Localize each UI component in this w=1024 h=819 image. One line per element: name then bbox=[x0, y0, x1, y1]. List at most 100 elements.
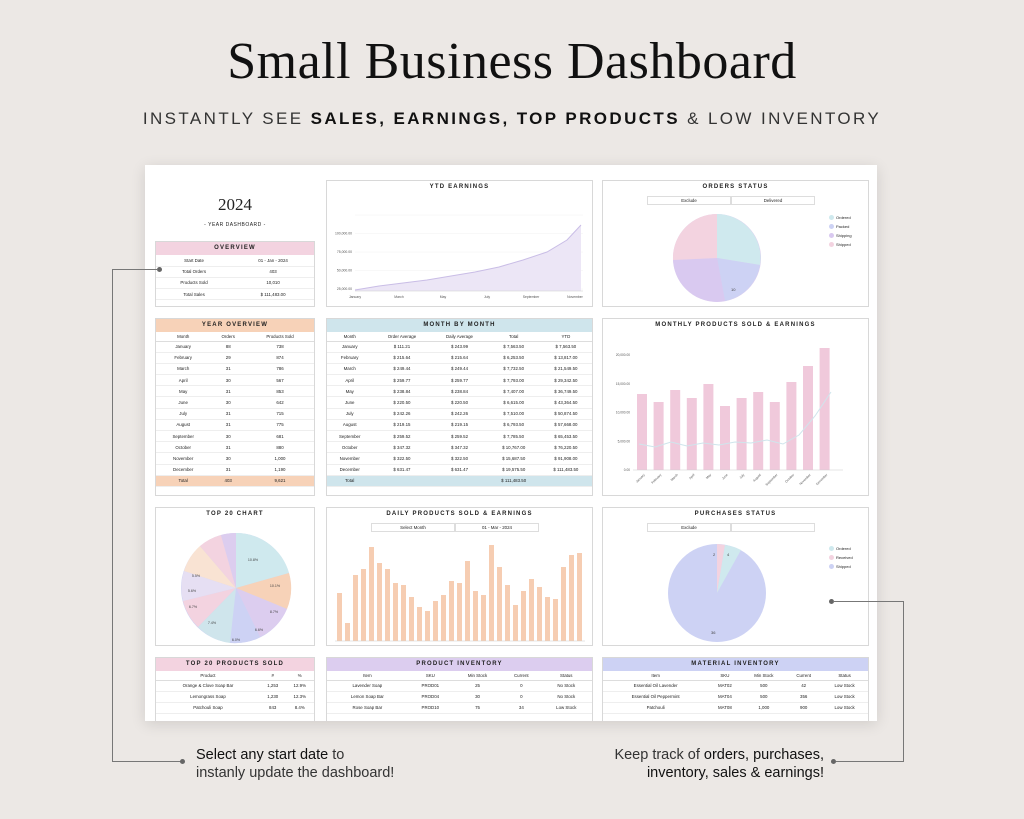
tick-label: March bbox=[670, 473, 679, 482]
table-cell: $ 259.52 bbox=[372, 430, 432, 443]
daily-bar bbox=[345, 623, 350, 641]
callout-dot-left bbox=[157, 267, 162, 272]
table-cell: $ 13,817.00 bbox=[539, 352, 592, 364]
overview-row: Total Sales $ 111,483.00 bbox=[156, 288, 314, 301]
table-cell: $ 50,874.50 bbox=[539, 408, 592, 420]
legend-item: Shipped bbox=[829, 240, 852, 249]
daily-bar bbox=[553, 599, 558, 641]
monthly-bar bbox=[819, 348, 830, 470]
daily-bar bbox=[353, 575, 358, 641]
table-cell: $ 7,793.00 bbox=[487, 374, 540, 387]
table-row: Essential Oil Lavender MAT02 500 42 Low Stoc… bbox=[603, 680, 868, 692]
note-left-line2: instanly update the dashboard! bbox=[196, 765, 395, 781]
legend-label: Ordered bbox=[836, 546, 851, 551]
daily-bar bbox=[401, 585, 406, 641]
tick-label: April bbox=[688, 473, 696, 481]
table-cell: MAT02 bbox=[708, 680, 742, 692]
table-cell: 0 bbox=[502, 691, 541, 703]
table-row: April $ 259.77 $ 259.77 $ 7,793.00 $ 29,342.… bbox=[327, 374, 592, 387]
table-cell: $ 631.47 bbox=[431, 464, 488, 476]
table-cell: $ 91,908.00 bbox=[539, 452, 592, 465]
table-cell: $ 7,407.00 bbox=[487, 385, 540, 398]
year-overview-table: Month Orders Products Sold January 88 738 Feb… bbox=[156, 332, 314, 487]
table-cell: 900 bbox=[786, 702, 822, 715]
orders-exclude-select[interactable]: Delivered bbox=[731, 196, 815, 205]
tick-label: 20,000.00 bbox=[616, 353, 630, 357]
table-cell: 738 bbox=[246, 341, 314, 353]
table-cell: 31 bbox=[210, 464, 247, 476]
table-cell: 30 bbox=[210, 396, 247, 409]
total-row: Total 403 9,621 bbox=[156, 475, 314, 487]
table-cell: Rose Soap Bar bbox=[327, 702, 408, 715]
daily-bar bbox=[569, 555, 574, 641]
table-cell: February bbox=[327, 352, 373, 364]
tick-label: November bbox=[567, 295, 584, 299]
table-cell: $ 243.99 bbox=[431, 341, 488, 353]
table-cell: PROD01 bbox=[407, 680, 453, 692]
table-cell: 29 bbox=[210, 352, 247, 364]
table-cell: December bbox=[327, 464, 373, 476]
daily-bar bbox=[337, 593, 342, 641]
table-cell: $ 21,549.50 bbox=[539, 363, 592, 376]
product-inventory-panel: PRODUCT INVENTORY Item SKU Min Stock Curren… bbox=[326, 657, 593, 721]
table-cell: 12.9% bbox=[285, 680, 314, 692]
table-row: September $ 259.52 $ 259.52 $ 7,785.50 $ 65,… bbox=[327, 430, 592, 443]
table-cell: 30 bbox=[210, 430, 247, 443]
table-cell: $ 65,453.50 bbox=[539, 430, 592, 443]
year-overview-panel: YEAR OVERVIEW Month Orders Products Sold J… bbox=[155, 318, 315, 496]
purchases-pie-chart: 2 4 36 bbox=[668, 544, 766, 642]
table-cell: $ 10,767.00 bbox=[487, 441, 540, 454]
table-cell: $ 242.26 bbox=[372, 408, 432, 420]
subtitle-pre: INSTANTLY SEE bbox=[142, 109, 311, 128]
select-month-input[interactable]: 01 - Mar - 2024 bbox=[455, 523, 539, 532]
orders-pie-chart: 10 bbox=[672, 213, 761, 302]
table-cell: Low Stock bbox=[821, 680, 868, 692]
table-header: Status bbox=[821, 671, 868, 681]
table-cell: January bbox=[156, 341, 211, 353]
purchases-exclude-select[interactable] bbox=[731, 523, 815, 532]
daily-bar bbox=[449, 581, 454, 641]
callout-line bbox=[903, 601, 904, 762]
table-cell: July bbox=[156, 408, 211, 420]
table-header: % bbox=[285, 671, 314, 681]
table-row: November $ 322.50 $ 322.50 $ 15,687.50 $ 91,… bbox=[327, 452, 592, 465]
table-row: November 30 1,000 bbox=[156, 452, 314, 465]
orders-exclude-label: Exclude bbox=[647, 196, 731, 205]
ytd-area bbox=[355, 225, 581, 291]
pie-label: 8.7% bbox=[270, 610, 279, 614]
table-cell: November bbox=[327, 452, 373, 465]
table-row: February 29 874 bbox=[156, 352, 314, 364]
table-cell: 25 bbox=[452, 680, 503, 692]
table-cell: $ 242.26 bbox=[431, 408, 488, 420]
daily-bar bbox=[577, 553, 582, 641]
note-right-pre: Keep track of bbox=[614, 747, 704, 763]
table-cell: $ 249.44 bbox=[431, 363, 488, 376]
table-header: SKU bbox=[708, 671, 742, 681]
tick-label: 100,000.00 bbox=[335, 232, 352, 236]
table-cell: 853 bbox=[246, 385, 314, 398]
daily-bar bbox=[457, 583, 462, 641]
table-cell: March bbox=[156, 363, 211, 376]
tick-label: March bbox=[394, 295, 404, 299]
table-cell: $ 6,615.00 bbox=[487, 396, 540, 409]
daily-products-panel: DAILY PRODUCTS SOLD & EARNINGS Select Mo… bbox=[326, 507, 593, 646]
table-cell: Lemon Soap Bar bbox=[327, 691, 408, 703]
table-row: Lavender Soap PROD01 25 0 No Stock bbox=[327, 680, 592, 692]
table-cell: $ 7,785.50 bbox=[487, 430, 540, 443]
table-header: Month bbox=[327, 332, 373, 342]
product-inventory-table: Item SKU Min Stock Current Status Lavender S… bbox=[327, 671, 592, 715]
overview-title: OVERVIEW bbox=[156, 242, 314, 255]
table-cell: $ 111,483.50 bbox=[539, 464, 592, 476]
tick-label: 0.00 bbox=[345, 306, 352, 307]
page-subtitle: INSTANTLY SEE SALES, EARNINGS, TOP PRODU… bbox=[0, 109, 1024, 129]
table-cell: $ 7,563.50 bbox=[487, 341, 540, 353]
table-cell: $ 249.44 bbox=[372, 363, 432, 376]
legend-label: Packed bbox=[836, 224, 850, 229]
overview-row[interactable]: Start Date 01 - Jan - 2024 bbox=[156, 255, 314, 267]
note-left-bold: Select any start date bbox=[196, 747, 329, 763]
table-cell: 567 bbox=[246, 374, 314, 387]
legend-item: Packed bbox=[829, 222, 852, 231]
daily-bar bbox=[441, 595, 446, 641]
table-cell: $ 111,483.50 bbox=[487, 475, 540, 487]
orders-status-title: ORDERS STATUS bbox=[702, 184, 769, 190]
